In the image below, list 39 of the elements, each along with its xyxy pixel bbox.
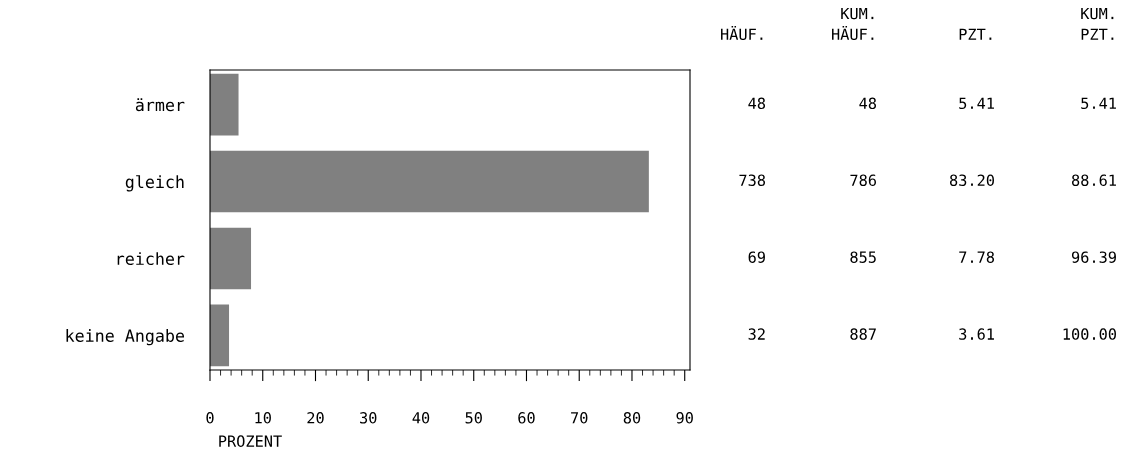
text: 100.00 [1063,328,1117,340]
text: PZT. [959,28,992,40]
y-tick-label: reicher [117,252,185,266]
data-label: 7.78 [959,251,995,263]
text: 88.61 [1071,174,1116,187]
text: KUM. HÄUF. [832,7,874,41]
text: HÄUF. [721,25,763,41]
text: 786 [850,174,877,187]
x-axis-title: PROZENT [219,435,282,447]
text: KUM. PZT. [1081,7,1114,40]
y-tick-label: gleich [125,175,184,192]
data-label: 3.61 [959,328,994,340]
text: 48 [859,97,877,110]
x-tick-label: 80 [623,412,641,424]
x-tick-label: 30 [360,412,377,424]
x-tick-label: 70 [571,412,588,424]
y-tick-label: ärmer [135,98,185,112]
x-tick-label: 90 [676,412,693,424]
x-tick-label: 60 [518,412,535,424]
bar [210,73,239,136]
text: 96.39 [1071,251,1116,263]
data-label: 83.20 [949,174,995,187]
y-tick-label: keine Angabe [66,329,185,346]
data-label: 5.41 [959,97,994,110]
x-tick-label: 10 [255,412,271,424]
text: 5.41 [1081,97,1116,110]
bar [210,227,252,290]
text: 69 [748,251,765,263]
x-tick-label: 50 [465,412,482,424]
x-tick-label: 40 [412,412,430,424]
text: 738 [739,174,766,187]
x-tick-label: 20 [307,412,324,424]
text: 48 [748,97,766,110]
x-tick-label: 0 [206,412,214,424]
text: 887 [850,328,876,340]
text: 855 [850,251,876,263]
bar [210,304,230,367]
text: 32 [748,328,765,340]
bar [210,150,649,213]
